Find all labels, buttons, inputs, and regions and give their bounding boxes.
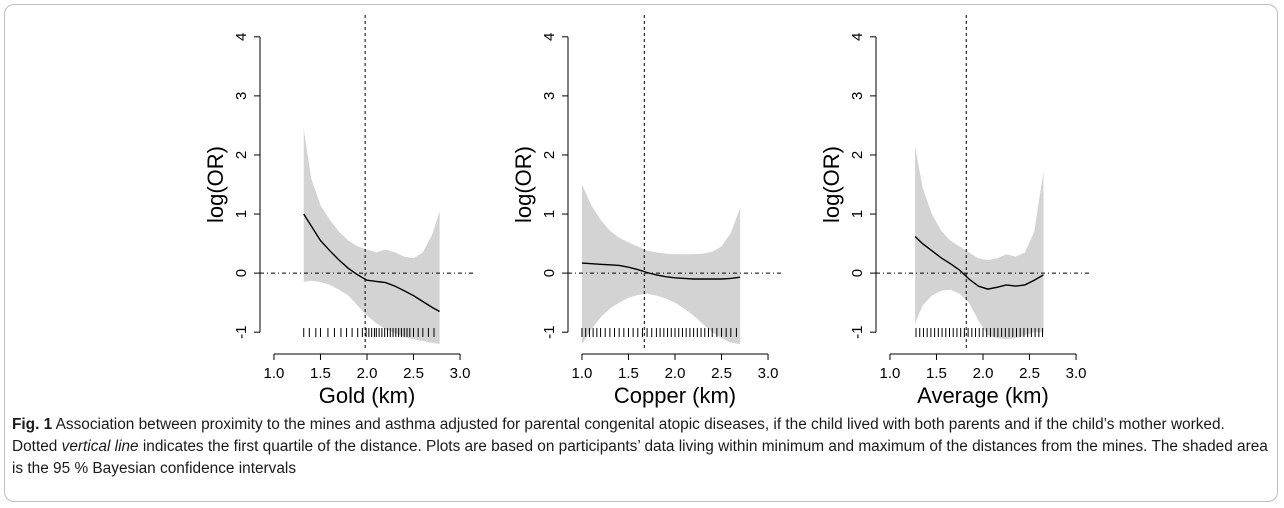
panel-1: -1 0 1 2 3 4 log(OR) 1.0 1.5 2.0 2.5 3.0 Gold (km): [203, 15, 474, 408]
x-tick-label: 2.5: [1019, 365, 1040, 382]
y-tick-label: 2: [849, 151, 866, 159]
y-tick-label: 3: [233, 92, 250, 100]
y-tick-label: -1: [233, 326, 250, 339]
figure-frame: [4, 4, 1278, 502]
y-tick-label: 1: [849, 210, 866, 218]
x-tick-label: 2.5: [403, 365, 424, 382]
x-tick-label: 3.0: [1066, 365, 1087, 382]
x-tick-label: 1.5: [618, 365, 639, 382]
caption-emphasis: vertical line: [61, 438, 139, 455]
y-tick-label: 4: [541, 33, 558, 41]
y-axis-label: log(OR): [511, 146, 536, 223]
y-axis-label: log(OR): [819, 146, 844, 223]
y-tick-label: -1: [541, 326, 558, 339]
figure-caption: Fig. 1 Association between proximity to …: [12, 414, 1268, 480]
panel-3: -1 0 1 2 3 4 log(OR) 1.0 1.5 2.0 2.5 3.0 Average (km…: [819, 15, 1090, 408]
y-tick-label: 0: [849, 269, 866, 277]
panel-2: -1 0 1 2 3 4 log(OR) 1.0 1.5 2.0 2.5 3.0 Copper (km): [511, 15, 782, 408]
caption-text-part-2: indicates the first quartile of the dist…: [12, 438, 1268, 477]
y-tick-label: 3: [849, 92, 866, 100]
x-tick-label: 2.0: [665, 365, 686, 382]
y-tick-label: 0: [233, 269, 250, 277]
x-tick-label: 1.0: [880, 365, 901, 382]
y-tick-label: 3: [541, 92, 558, 100]
x-tick-label: 3.0: [450, 365, 471, 382]
y-tick-label: 4: [849, 33, 866, 41]
confidence-band: [582, 184, 741, 344]
confidence-band: [915, 146, 1044, 340]
estimate-line: [303, 213, 440, 313]
y-tick-label: -1: [849, 326, 866, 339]
x-axis-label: Copper (km): [614, 383, 736, 408]
x-axis-label: Gold (km): [319, 383, 416, 408]
confidence-band: [303, 128, 440, 344]
x-tick-label: 3.0: [758, 365, 779, 382]
caption-text-part-1: Association between proximity to the min…: [12, 416, 1225, 455]
y-tick-label: 2: [541, 151, 558, 159]
x-tick-label: 2.5: [711, 365, 732, 382]
x-tick-label: 1.0: [264, 365, 285, 382]
y-tick-label: 1: [233, 210, 250, 218]
x-tick-label: 1.5: [926, 365, 947, 382]
figure-label: Fig. 1: [12, 416, 53, 433]
x-axis-label: Average (km): [917, 383, 1049, 408]
x-tick-label: 2.0: [973, 365, 994, 382]
y-axis-label: log(OR): [203, 146, 228, 223]
x-tick-label: 1.5: [310, 365, 331, 382]
y-tick-label: 0: [541, 269, 558, 277]
x-tick-label: 2.0: [357, 365, 378, 382]
x-tick-label: 1.0: [572, 365, 593, 382]
y-tick-label: 2: [233, 151, 250, 159]
estimate-line: [914, 235, 1044, 290]
estimate-line: [581, 262, 741, 280]
y-tick-label: 4: [233, 33, 250, 41]
y-tick-label: 1: [541, 210, 558, 218]
